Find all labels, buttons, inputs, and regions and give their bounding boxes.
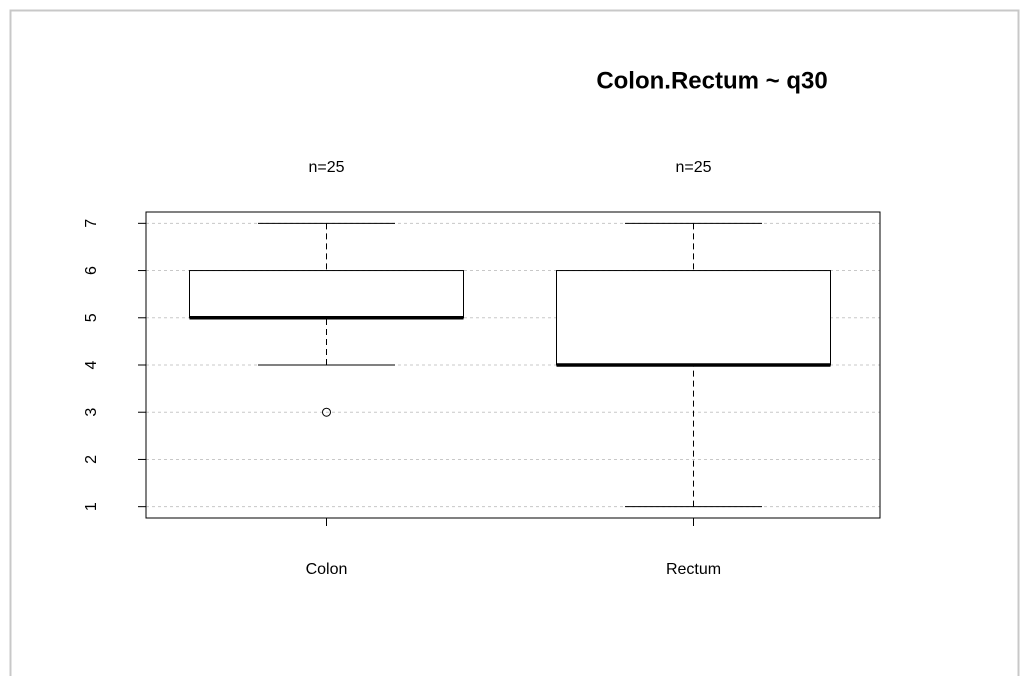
x-tick-label: Rectum bbox=[666, 561, 721, 578]
y-tick-label: 6 bbox=[83, 266, 100, 275]
annotation: n=25 bbox=[675, 159, 711, 176]
box bbox=[189, 270, 464, 319]
x-tick-label: Colon bbox=[306, 561, 348, 578]
y-tick-label: 5 bbox=[83, 313, 100, 322]
y-tick-label: 3 bbox=[83, 408, 100, 417]
y-tick-label: 2 bbox=[83, 455, 100, 464]
plot-frame bbox=[145, 211, 881, 519]
box bbox=[556, 270, 831, 366]
y-tick-label: 7 bbox=[83, 219, 100, 228]
chart-title: Colon.Rectum ~ q30 bbox=[596, 67, 827, 94]
outlier bbox=[322, 407, 331, 417]
window-frame bbox=[9, 9, 1020, 681]
y-tick-label: 4 bbox=[83, 360, 100, 369]
annotation: n=25 bbox=[308, 159, 344, 176]
y-tick-label: 1 bbox=[83, 502, 100, 511]
